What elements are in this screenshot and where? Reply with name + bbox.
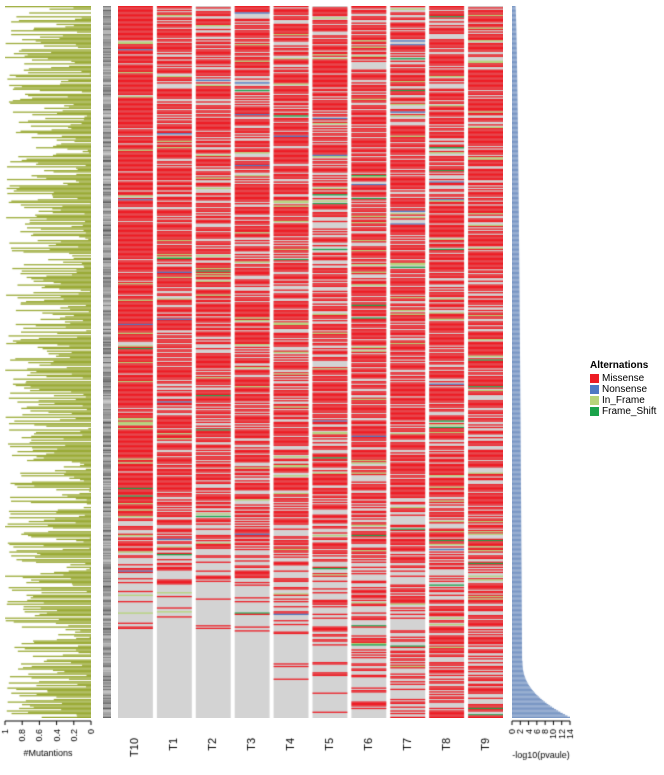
legend-swatch [590, 374, 599, 383]
legend: Alternations MissenseNonsenseIn_FrameFra… [590, 360, 656, 417]
legend-item: Frame_Shift [590, 406, 656, 417]
legend-swatch [590, 396, 599, 405]
legend-label: Frame_Shift [602, 406, 656, 417]
figure-root: Alternations MissenseNonsenseIn_FrameFra… [0, 0, 664, 775]
axes-overlay [0, 0, 664, 775]
legend-label: In_Frame [602, 395, 645, 406]
legend-item: Missense [590, 373, 656, 384]
legend-swatch [590, 407, 599, 416]
legend-title: Alternations [590, 360, 656, 371]
legend-label: Missense [602, 373, 644, 384]
legend-swatch [590, 385, 599, 394]
legend-item: In_Frame [590, 395, 656, 406]
legend-label: Nonsense [602, 384, 647, 395]
legend-item: Nonsense [590, 384, 656, 395]
